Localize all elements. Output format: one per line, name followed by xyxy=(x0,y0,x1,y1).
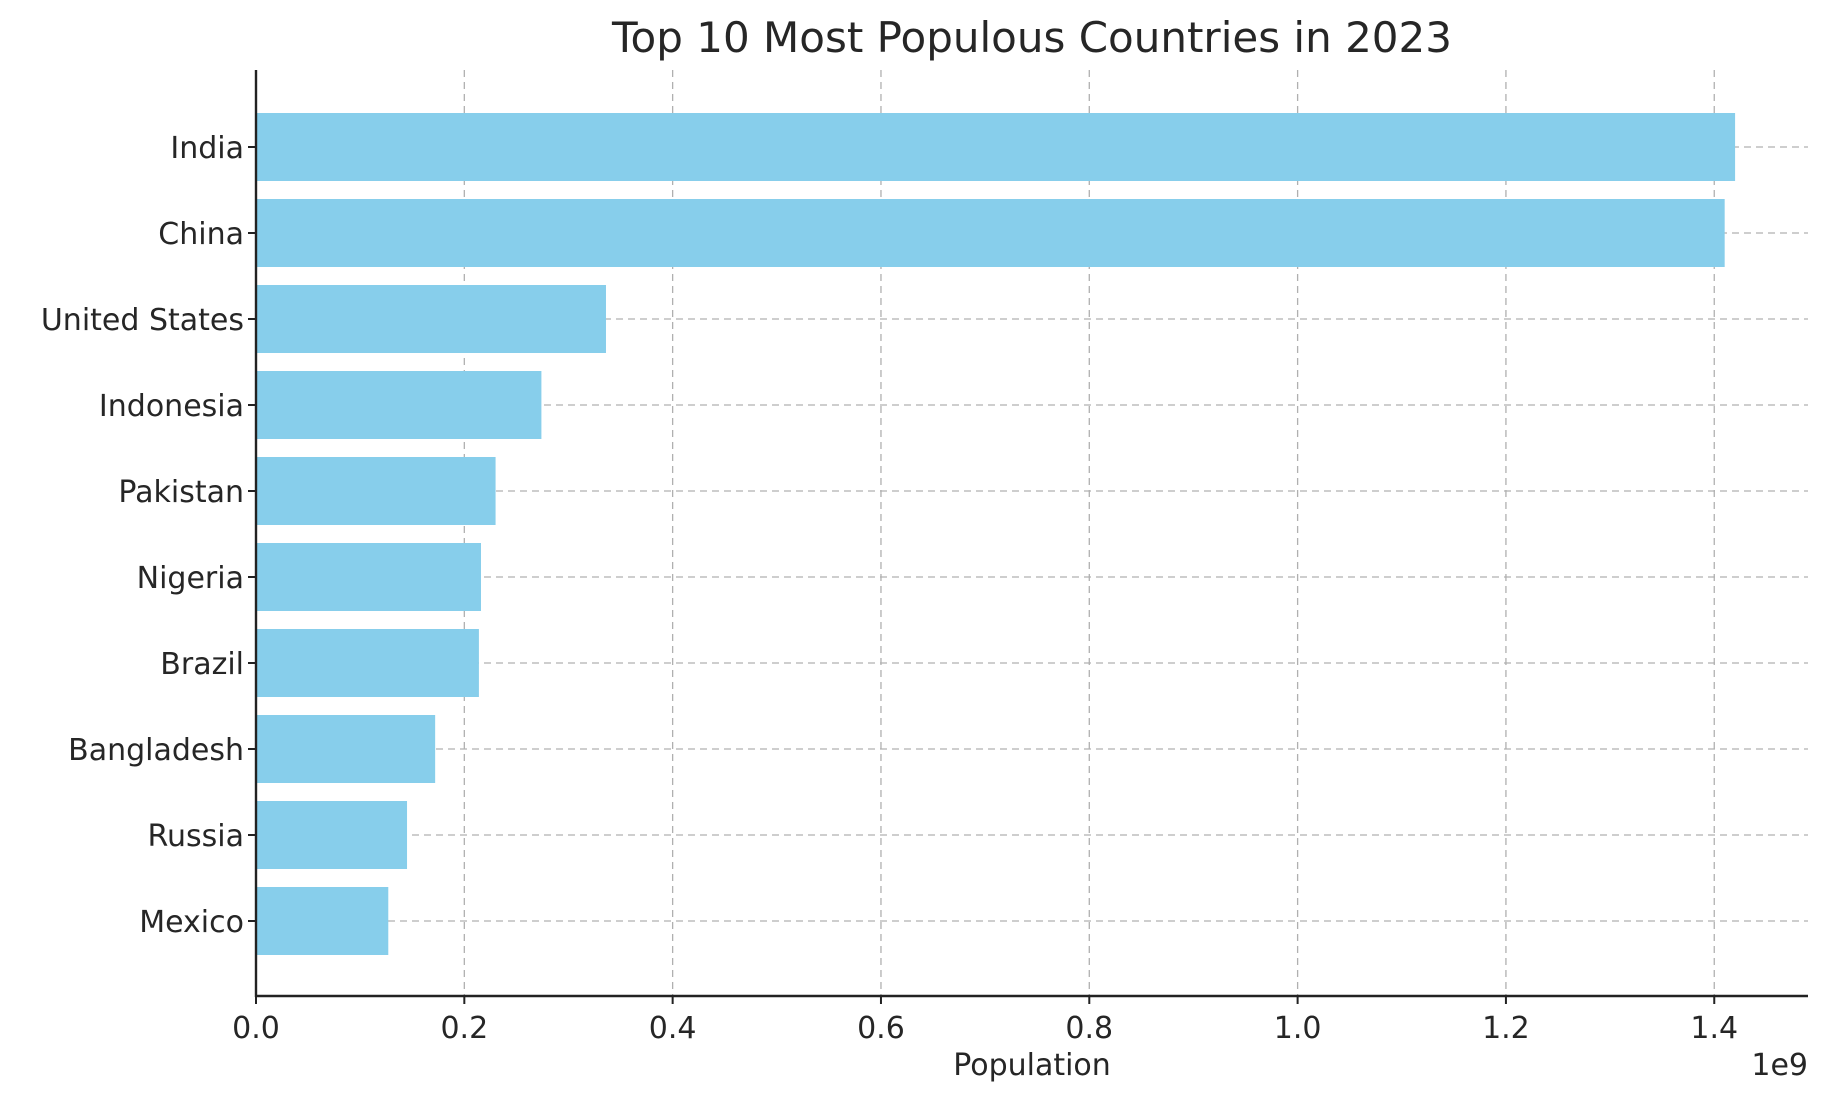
x-tick-label: 0.8 xyxy=(1065,1011,1113,1046)
y-tick-label: Brazil xyxy=(160,647,244,682)
bar-nigeria xyxy=(256,543,481,611)
x-axis-label: Population xyxy=(953,1048,1111,1083)
bar-indonesia xyxy=(256,371,542,439)
x-tick-label: 0.2 xyxy=(440,1011,488,1046)
bar-china xyxy=(256,199,1725,267)
bars xyxy=(256,113,1736,955)
y-tick-label: Pakistan xyxy=(118,475,244,510)
chart-title: Top 10 Most Populous Countries in 2023 xyxy=(611,13,1452,62)
bar-brazil xyxy=(256,629,479,697)
x-tick-label: 1.4 xyxy=(1690,1011,1738,1046)
bar-russia xyxy=(256,801,408,869)
bar-india xyxy=(256,113,1736,181)
y-tick-label: Mexico xyxy=(139,905,244,940)
y-tick-label: Nigeria xyxy=(137,561,244,596)
x-tick-label: 0.4 xyxy=(649,1011,697,1046)
x-axis-offset-label: 1e9 xyxy=(1751,1048,1808,1083)
y-tick-label: Russia xyxy=(148,819,245,854)
y-tick-label: India xyxy=(170,131,244,166)
axes xyxy=(248,70,1808,1004)
bar-pakistan xyxy=(256,457,496,525)
y-tick-label: Bangladesh xyxy=(68,733,244,768)
x-tick-label: 0.0 xyxy=(232,1011,280,1046)
y-tick-label: China xyxy=(158,217,244,252)
bar-bangladesh xyxy=(256,715,436,783)
y-tick-label: Indonesia xyxy=(99,389,244,424)
bar-mexico xyxy=(256,887,389,955)
tick-labels: 0.0 0.2 0.4 0.6 0.8 1.0 1.2 1.4 India China United… xyxy=(41,131,1738,1046)
y-tick-label: United States xyxy=(41,303,244,338)
x-tick-label: 1.0 xyxy=(1274,1011,1322,1046)
x-tick-label: 0.6 xyxy=(857,1011,905,1046)
x-tick-label: 1.2 xyxy=(1482,1011,1530,1046)
bar-united-states xyxy=(256,285,606,353)
